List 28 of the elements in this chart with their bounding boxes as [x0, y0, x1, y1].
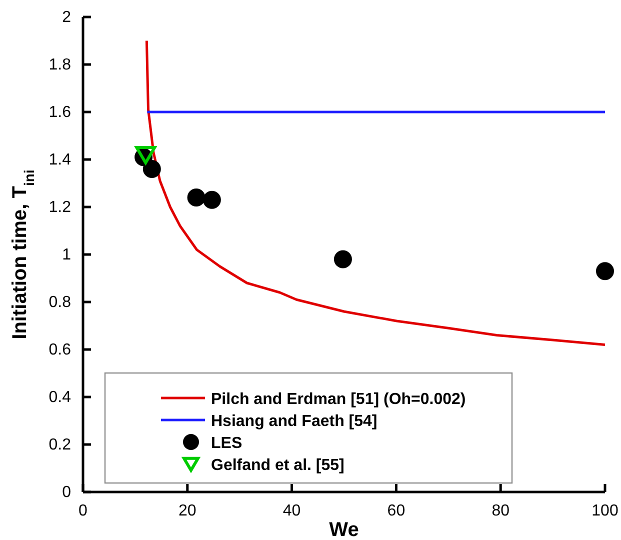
point: [142, 160, 161, 178]
y-tick-label: 0.2: [48, 436, 72, 454]
legend-label: Pilch and Erdman [51] (Oh=0.002): [211, 391, 466, 408]
point: [202, 190, 221, 209]
point: [187, 188, 206, 206]
x-axis-title: We: [329, 519, 359, 540]
y-tick-label: 1: [62, 246, 72, 264]
legend-label: Hsiang and Faeth [54]: [211, 413, 378, 430]
y-tick-label: 2: [62, 9, 72, 26]
y-tick-label: 1.6: [48, 104, 72, 122]
y-tick-label: 0: [62, 484, 72, 502]
x-tick-label: 20: [178, 502, 196, 520]
x-tick-label: 100: [592, 502, 618, 520]
y-tick-label: 1.8: [48, 56, 72, 74]
point: [334, 250, 352, 268]
y-tick-label: 0.6: [48, 342, 72, 359]
legend-label: LES: [211, 435, 242, 452]
x-tick-label: 60: [387, 502, 406, 520]
y-tick-label: 0.4: [48, 389, 72, 406]
x-tick-label: 0: [78, 502, 88, 520]
point: [596, 262, 614, 280]
legend-label: Gelfand et al. [55]: [211, 457, 344, 474]
y-tick-label: 0.8: [48, 294, 72, 312]
point: [135, 146, 156, 164]
x-tick-label: 80: [492, 502, 510, 520]
x-tick-label: 40: [282, 502, 301, 520]
y-tick-label: 1.4: [48, 152, 72, 169]
y-tick-label: 1.2: [48, 199, 72, 216]
